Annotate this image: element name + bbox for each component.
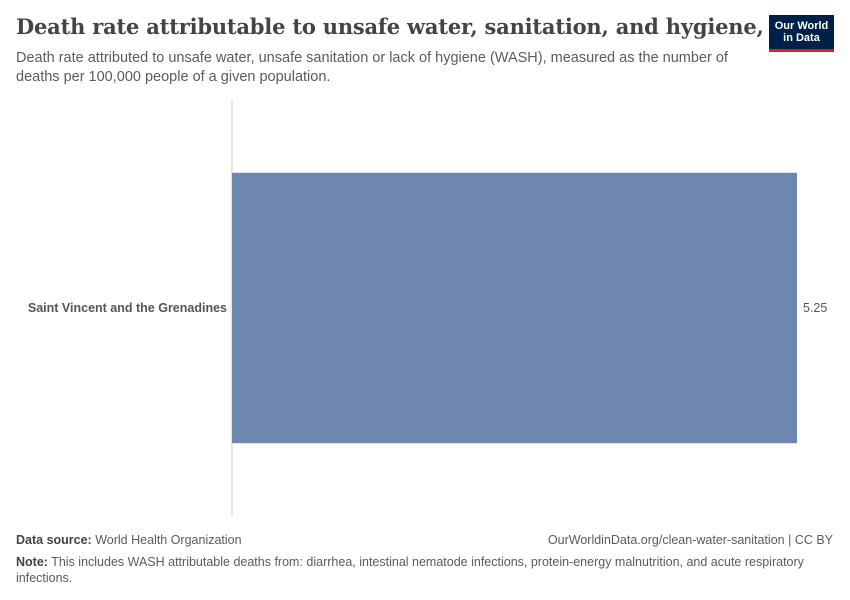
data-source: Data source: World Health Organization — [16, 533, 242, 547]
value-label: 5.25 — [803, 301, 827, 315]
chart-title: Death rate attributable to unsafe water,… — [16, 14, 829, 39]
owid-logo[interactable]: Our World in Data — [769, 15, 834, 52]
chart-note: Note: This includes WASH attributable de… — [16, 554, 806, 586]
data-source-value: World Health Organization — [95, 533, 242, 547]
data-source-label: Data source: — [16, 533, 92, 547]
source-url[interactable]: OurWorldinData.org/clean-water-sanitatio… — [547, 533, 833, 547]
logo-line-1: Our World — [774, 20, 829, 32]
category-label: Saint Vincent and the Grenadines — [28, 301, 227, 315]
chart-subtitle: Death rate attributed to unsafe water, u… — [16, 50, 728, 85]
note-text: This includes WASH attributable deaths f… — [16, 555, 804, 585]
logo-line-2: in Data — [783, 32, 820, 44]
bar[interactable] — [232, 172, 797, 444]
note-label: Note: — [16, 555, 48, 569]
